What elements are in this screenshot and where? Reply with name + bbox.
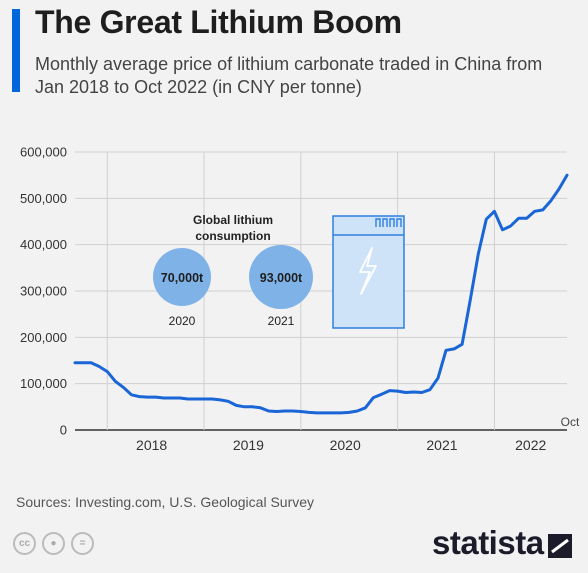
consumption-year-2020: 2020 — [169, 314, 196, 328]
y-tick-label: 600,000 — [20, 145, 67, 160]
end-month-label: Oct — [561, 415, 580, 429]
consumption-year-2021: 2021 — [268, 314, 295, 328]
brand-name: statista — [432, 524, 544, 561]
y-tick-label: 300,000 — [20, 284, 67, 299]
person-icon: ● — [42, 532, 65, 555]
source-note: Sources: Investing.com, U.S. Geological … — [16, 494, 315, 510]
statista-logo: statista — [432, 524, 572, 562]
y-tick-label: 0 — [60, 423, 67, 438]
x-tick-label: 2022 — [515, 437, 546, 453]
x-tick-label: 2021 — [426, 437, 457, 453]
y-tick-label: 500,000 — [20, 191, 67, 206]
x-tick-label: 2019 — [233, 437, 264, 453]
line-chart: 0 100,000 200,000 300,000 400,000 500,000 600,… — [20, 145, 580, 454]
statista-mark-icon — [547, 534, 572, 558]
y-tick-label: 200,000 — [20, 330, 67, 345]
x-axis: 2018 2019 2020 2021 2022 — [136, 437, 546, 453]
consumption-bubble-2021 — [249, 245, 313, 309]
price-series-line — [73, 173, 569, 415]
inset-heading-line-1: Global lithium — [193, 213, 273, 227]
license-icons: cc ● = — [13, 532, 94, 555]
x-tick-label: 2018 — [136, 437, 167, 453]
cc-icon: cc — [13, 532, 36, 555]
chart-grid — [75, 151, 567, 431]
y-axis: 0 100,000 200,000 300,000 400,000 500,000 600,… — [20, 145, 67, 438]
consumption-value-2020: 70,000t — [161, 271, 204, 285]
lightning-icon — [359, 247, 377, 295]
battery-icon — [332, 215, 405, 329]
y-tick-label: 100,000 — [20, 376, 67, 391]
chart-title: The Great Lithium Boom — [35, 4, 402, 40]
chart-subtitle: Monthly average price of lithium carbona… — [35, 54, 543, 97]
consumption-bubble-2020 — [153, 248, 211, 306]
inset-heading-line-2: consumption — [195, 229, 270, 243]
title-accent-bar — [12, 9, 20, 92]
y-tick-label: 400,000 — [20, 237, 67, 252]
x-tick-label: 2020 — [330, 437, 361, 453]
inset-lithium-consumption: Global lithium consumption 70,000t 2020 … — [153, 213, 405, 329]
equals-icon: = — [71, 532, 94, 555]
consumption-value-2021: 93,000t — [260, 271, 303, 285]
